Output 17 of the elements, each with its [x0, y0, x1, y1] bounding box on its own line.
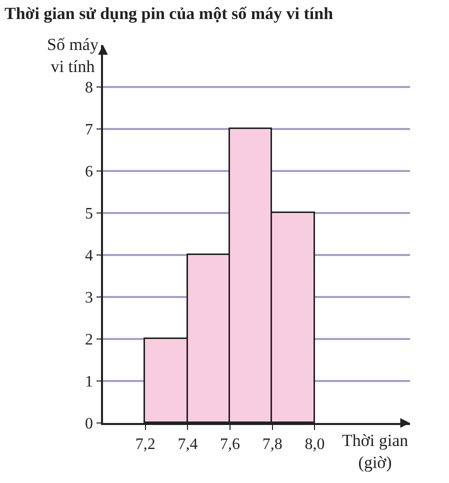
x-tick-label: 7,4	[178, 436, 198, 453]
y-tick-label: 4	[85, 248, 94, 265]
y-tick-label: 1	[85, 374, 94, 391]
x-tick-label: 7,8	[262, 436, 282, 453]
y-tick-label: 7	[85, 122, 94, 139]
y-tick-label: 3	[85, 290, 94, 307]
chart-title: Thời gian sử dụng pin của một số máy vi tính	[4, 4, 334, 24]
x-tick-label: 7,2	[135, 436, 156, 453]
y-axis-title: Số máy vi tính	[47, 35, 99, 76]
x-tick-label: 7,6	[220, 436, 240, 453]
x-axis-title: Thời gian (giờ)	[342, 431, 409, 472]
y-tick-label: 6	[85, 164, 94, 181]
y-tick-label: 5	[85, 206, 94, 223]
x-tick-label: 8,0	[304, 436, 325, 453]
y-tick-label: 0	[85, 416, 94, 433]
y-tick-label: 2	[85, 332, 94, 349]
y-tick-label: 8	[85, 80, 94, 97]
